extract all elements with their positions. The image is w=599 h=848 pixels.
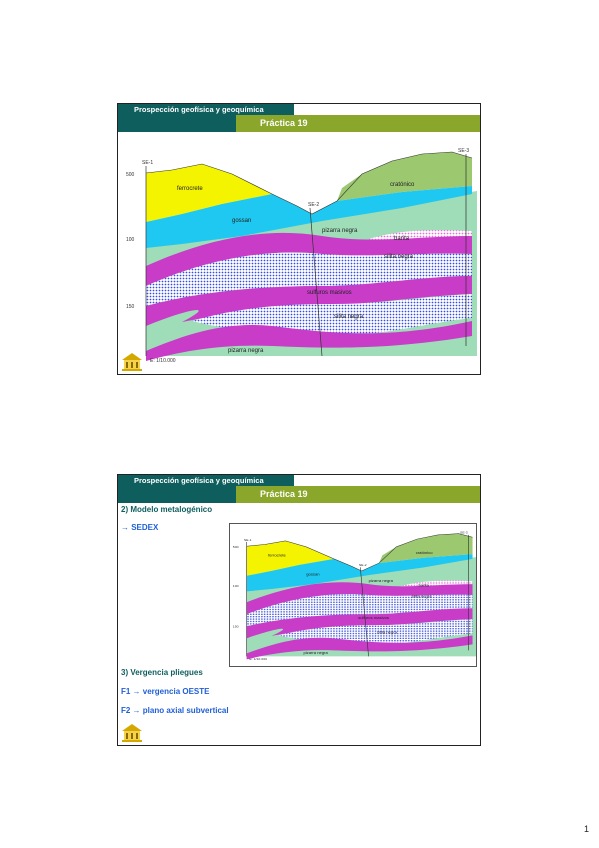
label-silita-negra-2: silita negra: [334, 314, 364, 320]
label-silita-negra: silita negra: [384, 254, 414, 260]
y-tick-150: 150: [126, 304, 135, 310]
slide-2: Prospección geofísica y geoquímica Práct…: [117, 474, 481, 746]
scale-label: E: 1/10.000: [150, 358, 176, 364]
slide-title: Práctica 19: [236, 486, 480, 503]
item-f1: F1 → vergencia OESTE: [121, 687, 210, 696]
svg-text:SE-3: SE-3: [460, 531, 468, 535]
label-cratonico: cratónico: [390, 182, 415, 188]
geologic-cross-section-small: SE-1 SE-2 SE-3 500 100 150 ferrocrete cr…: [229, 523, 477, 667]
label-ferrocrete: ferrocrete: [177, 186, 203, 192]
course-title: Prospección geofísica y geoquímica: [118, 475, 294, 486]
university-logo-icon: [122, 353, 142, 371]
label-sulfuros: sulfuros masivos: [307, 290, 352, 296]
svg-text:SE-1: SE-1: [244, 538, 252, 542]
label-pizarra-negra: pizarra negra: [322, 228, 358, 234]
item-sedex: → SEDEX: [121, 523, 159, 532]
item-f2: F2 → plano axial subvertical: [121, 706, 229, 715]
svg-text:pizarra negra: pizarra negra: [303, 650, 328, 655]
svg-text:cratónico: cratónico: [416, 550, 433, 555]
label-pizarra-negra-2: pizarra negra: [228, 348, 264, 354]
drill-label-se1: SE-1: [142, 160, 153, 166]
svg-text:silita negra: silita negra: [412, 594, 433, 599]
title-bar: Práctica 19: [118, 115, 480, 132]
title-bar-left: [118, 486, 236, 503]
svg-text:silita negra: silita negra: [377, 630, 398, 635]
heading-modelo: 2) Modelo metalogénico: [121, 505, 213, 514]
svg-text:sulfuros masivos: sulfuros masivos: [358, 615, 389, 620]
geologic-cross-section: SE-1 SE-2 SE-3 500 100 150 ferrocrete cr…: [126, 148, 477, 364]
svg-text:barita: barita: [418, 583, 429, 588]
label-barita: barita: [394, 236, 410, 242]
magenta-band-3: [146, 321, 472, 361]
label-gossan: gossan: [232, 218, 251, 224]
page-number: 1: [583, 824, 589, 834]
slide-1: Prospección geofísica y geoquímica Práct…: [117, 103, 481, 375]
svg-text:pizarra negra: pizarra negra: [369, 578, 394, 583]
magenta-band-1: [146, 232, 472, 286]
y-tick-100: 100: [126, 237, 135, 243]
silita-layer: [146, 252, 472, 306]
svg-text:E: 1/10.000: E: 1/10.000: [249, 657, 267, 661]
slide-title: Práctica 19: [236, 115, 480, 132]
svg-text:150: 150: [233, 625, 239, 629]
svg-text:500: 500: [233, 545, 239, 549]
title-bar-left: [118, 115, 236, 132]
drill-label-se3: SE-3: [458, 148, 469, 154]
svg-text:SE-2: SE-2: [359, 563, 367, 567]
course-title: Prospección geofísica y geoquímica: [118, 104, 294, 115]
svg-text:100: 100: [233, 584, 239, 588]
gossan-layer: [146, 186, 472, 248]
university-logo-icon: [122, 724, 142, 742]
svg-text:ferrocrete: ferrocrete: [268, 553, 286, 558]
svg-text:gossan: gossan: [306, 572, 319, 577]
y-tick-500: 500: [126, 172, 135, 178]
title-bar: Práctica 19: [118, 486, 480, 503]
heading-vergencia: 3) Vergencia pliegues: [121, 668, 203, 677]
drill-label-se2: SE-2: [308, 202, 319, 208]
cratonic-layer: [337, 152, 472, 201]
